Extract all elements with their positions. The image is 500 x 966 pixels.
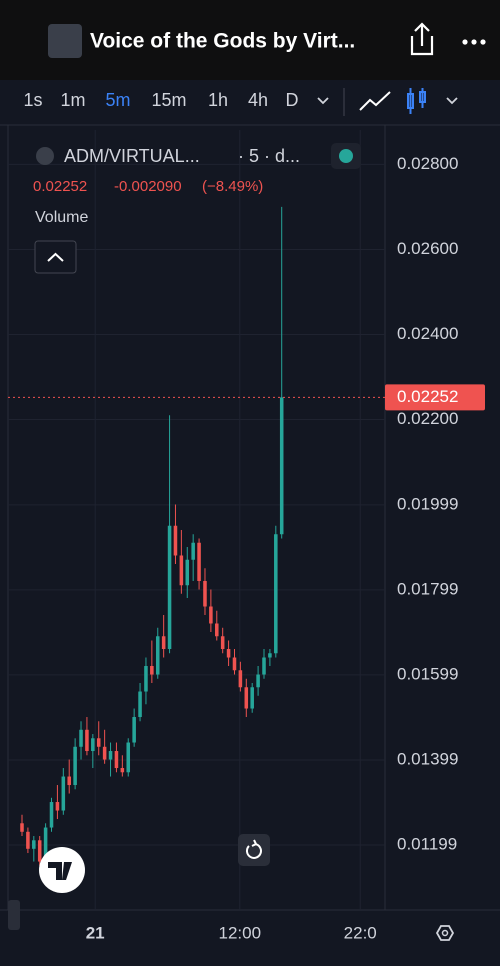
candle-body (144, 666, 148, 692)
token-icon (48, 24, 82, 58)
y-tick-label: 0.01199 (397, 834, 457, 853)
interval-dropdown[interactable] (317, 97, 329, 105)
interval-button[interactable]: 5m (105, 90, 130, 110)
candle-body (215, 623, 219, 637)
candle-body (279, 397, 284, 535)
reset-icon (246, 839, 262, 859)
price-label-box (385, 384, 485, 411)
candle-body (250, 687, 254, 709)
collapse-button[interactable] (34, 240, 77, 274)
last-price: 0.02252 (33, 178, 87, 195)
status-dot (339, 149, 353, 163)
candle-body (67, 776, 71, 786)
candle-body (55, 802, 60, 811)
interval-button[interactable]: D (286, 90, 299, 110)
symbol-info: · 5 · d... (238, 146, 300, 166)
candle-body (262, 657, 266, 675)
candle-body (91, 738, 95, 752)
candle-body (256, 674, 260, 688)
candle-body (150, 666, 154, 675)
candle-body (268, 653, 272, 658)
candle-body (120, 768, 125, 773)
candle-body (49, 802, 54, 828)
candle-body (43, 827, 48, 862)
x-tick-label: 21 (86, 923, 105, 942)
candle-body (108, 751, 113, 760)
chart-panel (0, 80, 500, 966)
line-chart-button[interactable] (359, 91, 391, 111)
candle-body (37, 840, 42, 862)
y-tick-label: 0.01599 (397, 664, 458, 683)
candle-body (167, 525, 172, 650)
candle-body (32, 840, 36, 849)
candle-body (155, 636, 160, 675)
candle-body (220, 636, 225, 650)
y-tick-label: 0.02400 (397, 324, 458, 343)
x-tick-label: 22:0 (344, 923, 377, 942)
candle-body (191, 542, 195, 560)
more-button[interactable] (462, 39, 486, 45)
tv-logo-mark (48, 862, 72, 880)
candle-body (203, 580, 207, 607)
candle-body (179, 555, 184, 586)
y-tick-label: 0.02800 (397, 154, 458, 173)
candle-body (173, 525, 178, 556)
candle-body (232, 657, 237, 671)
symbol-icon (36, 147, 54, 165)
candle-body (20, 823, 24, 832)
y-tick-label: 0.01999 (397, 494, 458, 513)
price-change-percent: (−8.49%) (202, 178, 263, 195)
top-bar (0, 0, 500, 80)
candle-body (274, 534, 278, 654)
interval-button[interactable]: 4h (248, 90, 268, 110)
x-tick-label: 12:00 (219, 923, 262, 942)
y-tick-label: 0.02200 (397, 409, 458, 428)
candle-body (85, 729, 89, 752)
collapse-icon (47, 252, 64, 262)
indicator-name: Volume (35, 209, 88, 226)
candle-body (209, 606, 213, 624)
candle-body (197, 542, 201, 581)
candle-body (244, 687, 249, 709)
interval-button[interactable]: 1s (23, 90, 42, 110)
scroll-handle[interactable] (8, 900, 20, 930)
candle-body (185, 559, 190, 586)
interval-button[interactable]: 15m (151, 90, 186, 110)
interval-button[interactable]: 1h (208, 90, 228, 110)
candle-body (132, 717, 136, 743)
candle-body (26, 831, 30, 849)
chart-type-dropdown[interactable] (446, 97, 458, 105)
candle-body (138, 691, 142, 718)
y-tick-label: 0.02600 (397, 239, 458, 258)
candle-body (102, 746, 107, 760)
candle-body (161, 636, 166, 650)
candle-body (79, 729, 83, 747)
candle-body (126, 742, 131, 773)
reset-button[interactable] (238, 834, 270, 866)
page-title: Voice of the Gods by Virt... (90, 30, 355, 53)
price-label: 0.02252 (397, 387, 458, 406)
share-button[interactable] (410, 22, 434, 56)
candle-chart-button[interactable] (407, 88, 426, 114)
settings-icon (441, 929, 449, 937)
candle-body (73, 746, 77, 786)
candle-body (226, 649, 231, 658)
candle-body (96, 738, 101, 747)
y-tick-label: 0.01399 (397, 749, 458, 768)
y-tick-label: 0.01799 (397, 579, 458, 598)
candle-body (238, 670, 243, 688)
candle-body (114, 751, 119, 769)
interval-button[interactable]: 1m (60, 90, 85, 110)
price-change: -0.002090 (114, 178, 182, 195)
candle-body (61, 776, 66, 811)
symbol: ADM/VIRTUAL... (64, 146, 200, 166)
settings-button[interactable] (435, 925, 455, 941)
